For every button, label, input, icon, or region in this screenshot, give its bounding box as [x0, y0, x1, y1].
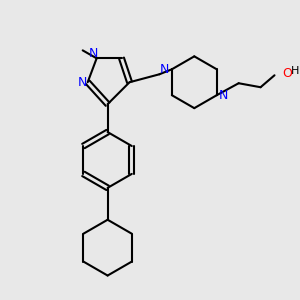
Text: N: N	[89, 47, 98, 60]
Text: N: N	[160, 63, 170, 76]
Text: O: O	[283, 67, 292, 80]
Text: H: H	[290, 66, 299, 76]
Text: N: N	[78, 76, 87, 89]
Text: N: N	[219, 89, 228, 102]
